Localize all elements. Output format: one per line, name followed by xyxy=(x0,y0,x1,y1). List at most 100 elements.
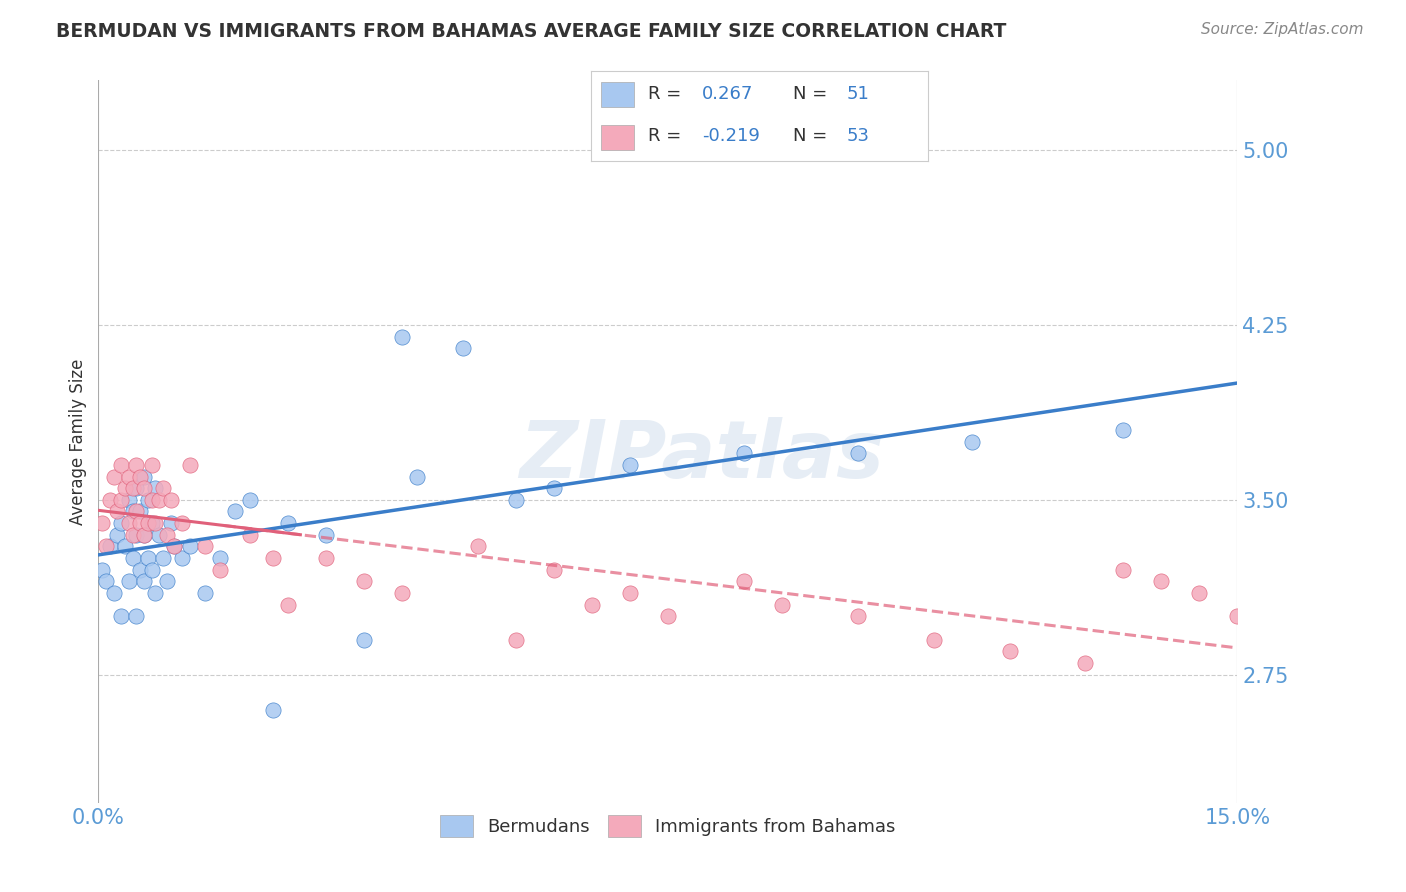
Point xyxy=(353,632,375,647)
Point xyxy=(1074,656,1097,670)
Point xyxy=(846,609,869,624)
Point xyxy=(159,516,181,530)
Y-axis label: Average Family Size: Average Family Size xyxy=(69,359,87,524)
Point xyxy=(129,469,152,483)
Point xyxy=(118,516,141,530)
Point xyxy=(136,551,159,566)
Point xyxy=(129,504,152,518)
Point xyxy=(581,598,603,612)
Point xyxy=(1188,586,1211,600)
Point xyxy=(136,516,159,530)
Point xyxy=(170,551,193,566)
Text: N =: N = xyxy=(793,128,827,145)
Point xyxy=(467,540,489,554)
Point xyxy=(145,516,167,530)
Point xyxy=(657,609,679,624)
Text: Source: ZipAtlas.com: Source: ZipAtlas.com xyxy=(1201,22,1364,37)
Point xyxy=(114,481,136,495)
Point xyxy=(91,516,114,530)
Point xyxy=(846,446,869,460)
Point xyxy=(125,504,148,518)
Point xyxy=(194,586,217,600)
Point xyxy=(118,574,141,589)
Point xyxy=(141,516,163,530)
Point xyxy=(132,574,155,589)
Point xyxy=(118,492,141,507)
Point xyxy=(118,469,141,483)
Point xyxy=(1112,423,1135,437)
Point xyxy=(129,516,152,530)
Point xyxy=(224,504,246,518)
Point xyxy=(132,528,155,542)
Point xyxy=(505,492,527,507)
Point xyxy=(922,632,945,647)
Point xyxy=(451,341,474,355)
Point xyxy=(391,329,413,343)
Point xyxy=(163,540,186,554)
Point xyxy=(262,702,284,716)
Point xyxy=(1150,574,1173,589)
Point xyxy=(315,528,337,542)
Point xyxy=(132,481,155,495)
Point xyxy=(110,492,132,507)
Point xyxy=(315,551,337,566)
Point xyxy=(543,563,565,577)
Point xyxy=(262,551,284,566)
Text: ZIPatlas: ZIPatlas xyxy=(519,417,884,495)
Point xyxy=(152,551,174,566)
Point xyxy=(129,563,152,577)
Point xyxy=(208,563,231,577)
Point xyxy=(770,598,793,612)
Point xyxy=(94,540,117,554)
Text: BERMUDAN VS IMMIGRANTS FROM BAHAMAS AVERAGE FAMILY SIZE CORRELATION CHART: BERMUDAN VS IMMIGRANTS FROM BAHAMAS AVER… xyxy=(56,22,1007,41)
Point xyxy=(170,516,193,530)
Text: N =: N = xyxy=(793,85,827,103)
Point xyxy=(353,574,375,589)
Point xyxy=(148,528,170,542)
Point xyxy=(208,551,231,566)
Point xyxy=(98,540,121,554)
Legend: Bermudans, Immigrants from Bahamas: Bermudans, Immigrants from Bahamas xyxy=(433,808,903,845)
Point xyxy=(1226,609,1249,624)
Point xyxy=(239,492,262,507)
Point xyxy=(163,540,186,554)
Point xyxy=(141,563,163,577)
Point xyxy=(152,481,174,495)
Point xyxy=(110,458,132,472)
Point xyxy=(619,586,641,600)
Point xyxy=(98,492,121,507)
Point xyxy=(132,528,155,542)
Point xyxy=(179,540,201,554)
Point xyxy=(145,481,167,495)
Point xyxy=(239,528,262,542)
Point xyxy=(277,516,299,530)
Point xyxy=(103,586,125,600)
Point xyxy=(125,609,148,624)
Point xyxy=(159,492,181,507)
Point xyxy=(107,504,129,518)
Point xyxy=(1112,563,1135,577)
Point xyxy=(733,574,755,589)
Point xyxy=(998,644,1021,658)
Point xyxy=(543,481,565,495)
Point xyxy=(141,492,163,507)
Point xyxy=(136,492,159,507)
Point xyxy=(110,609,132,624)
Point xyxy=(156,528,179,542)
Text: 51: 51 xyxy=(846,85,870,103)
Point xyxy=(194,540,217,554)
Point xyxy=(125,481,148,495)
Point xyxy=(179,458,201,472)
Point xyxy=(141,458,163,472)
Point xyxy=(121,504,143,518)
Text: R =: R = xyxy=(648,85,681,103)
Point xyxy=(114,540,136,554)
Point xyxy=(103,469,125,483)
Point xyxy=(145,586,167,600)
Point xyxy=(94,574,117,589)
Point xyxy=(733,446,755,460)
Point xyxy=(391,586,413,600)
Point xyxy=(121,481,143,495)
Point xyxy=(121,551,143,566)
Point xyxy=(619,458,641,472)
